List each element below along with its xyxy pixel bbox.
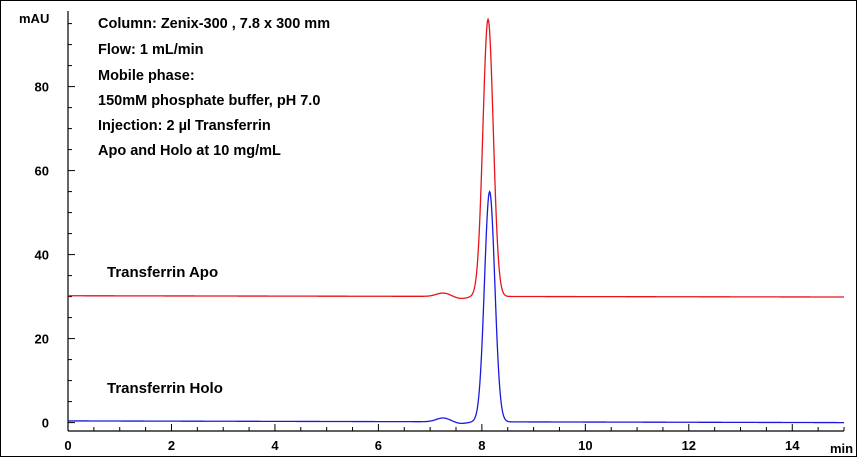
annotation-line-flow: Flow: 1 mL/min (98, 42, 204, 58)
x-tick-label: 2 (168, 438, 175, 453)
annotation-line-column: Column: Zenix-300 , 7.8 x 300 mm (98, 16, 330, 32)
x-unit-label: min (830, 441, 853, 456)
x-tick-label: 8 (478, 438, 485, 453)
trace-transferrin-holo (68, 190, 844, 425)
x-tick-label: 14 (785, 438, 800, 453)
annotation-line-buffer: 150mM phosphate buffer, pH 7.0 (98, 93, 320, 109)
y-tick-label: 20 (35, 332, 49, 347)
y-tick-label: 80 (35, 80, 49, 95)
y-tick-label: 60 (35, 164, 49, 179)
x-tick-label: 12 (682, 438, 696, 453)
y-unit-label: mAU (19, 11, 49, 26)
x-tick-label: 6 (375, 438, 382, 453)
annotation-line-mobile-phase: Mobile phase: (98, 68, 195, 84)
x-tick-label: 4 (271, 438, 279, 453)
method-annotation: Column: Zenix-300 , 7.8 x 300 mm Flow: 1… (98, 16, 330, 159)
series-label-apo: Transferrin Apo (107, 264, 218, 281)
annotation-line-concentration: Apo and Holo at 10 mg/mL (98, 143, 281, 159)
x-tick-label: 10 (578, 438, 592, 453)
traces (68, 17, 844, 425)
y-tick-label: 40 (35, 248, 49, 263)
y-tick-label: 0 (42, 416, 49, 431)
annotation-line-injection: Injection: 2 µl Transferrin (98, 118, 271, 134)
series-label-holo: Transferrin Holo (107, 380, 223, 397)
x-tick-label: 0 (64, 438, 71, 453)
trace-transferrin-apo (68, 17, 844, 300)
axes: 0 2 4 6 8 10 12 14 0 20 40 60 80 (35, 11, 845, 453)
